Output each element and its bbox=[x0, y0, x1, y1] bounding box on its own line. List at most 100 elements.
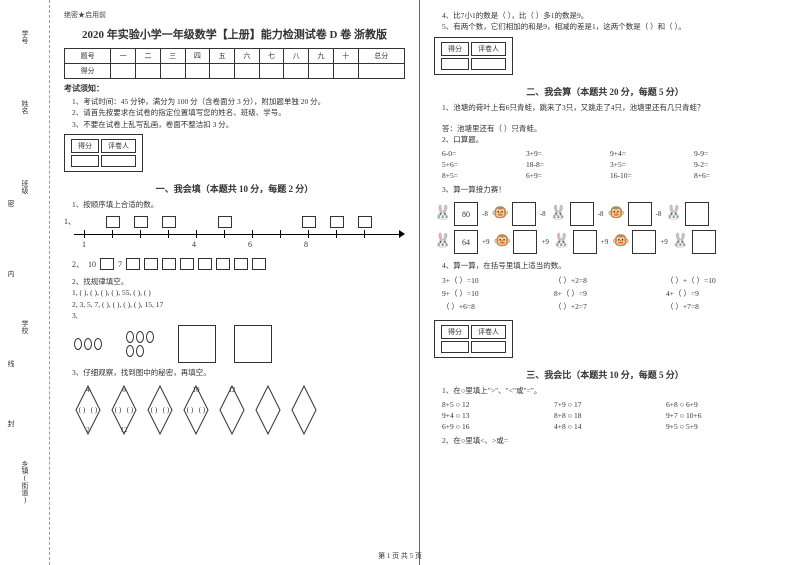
svg-text:( ): ( ) bbox=[79, 406, 86, 414]
svg-text:4: 4 bbox=[86, 386, 90, 394]
oval-group-2 bbox=[126, 331, 160, 357]
svg-text:2: 2 bbox=[86, 426, 90, 434]
notice-title: 考试须知： bbox=[64, 83, 405, 94]
seq-box[interactable] bbox=[126, 258, 140, 270]
seq-box[interactable] bbox=[252, 258, 266, 270]
nl-box[interactable] bbox=[134, 216, 148, 228]
chain-box[interactable] bbox=[632, 230, 656, 254]
nl-box[interactable] bbox=[218, 216, 232, 228]
chain-box[interactable] bbox=[512, 202, 536, 226]
nl-arrow-icon bbox=[399, 230, 405, 238]
row2-lead: 2、 bbox=[72, 259, 84, 270]
right-column: 4、比7小1的数是（ ），比（ ）多1的数是9。 5、有两个数，它们相加的和是9… bbox=[420, 0, 790, 565]
s2-q3: 3、算一算接力赛！ bbox=[442, 184, 776, 195]
svg-text:10: 10 bbox=[193, 386, 201, 394]
seq-box[interactable] bbox=[100, 258, 114, 270]
nl-label-8: 8 bbox=[304, 240, 308, 249]
oval-pattern bbox=[74, 325, 395, 363]
nl-box[interactable] bbox=[302, 216, 316, 228]
score-box-1: 得分评卷人 bbox=[64, 134, 143, 172]
pattern-answer-box[interactable] bbox=[178, 325, 216, 363]
paper-title: 2020 年实验小学一年级数学【上册】能力检测试卷 D 卷 浙教版 bbox=[64, 26, 405, 42]
chain-start-2: 64 bbox=[454, 230, 478, 254]
seq-box[interactable] bbox=[234, 258, 248, 270]
pattern-answer-box[interactable] bbox=[234, 325, 272, 363]
section-2-title: 二、我会算（本题共 20 分，每题 5 分） bbox=[434, 85, 776, 98]
oval-group-1 bbox=[74, 338, 108, 350]
s1-q2b: 2, 3, 5, 7, ( ), ( ), ( ), ( ), 15, 17 bbox=[72, 299, 405, 310]
seq-box[interactable] bbox=[162, 258, 176, 270]
nl-lead: 1、 bbox=[64, 216, 76, 227]
nl-box[interactable] bbox=[162, 216, 176, 228]
monkey-icon bbox=[608, 205, 626, 223]
chain-box[interactable] bbox=[573, 230, 597, 254]
seq-box[interactable] bbox=[198, 258, 212, 270]
nl-label-6: 6 bbox=[248, 240, 252, 249]
chain-box[interactable] bbox=[692, 230, 716, 254]
nl-line bbox=[74, 234, 399, 235]
svg-text:( ): ( ) bbox=[127, 406, 134, 414]
monkey-icon bbox=[612, 233, 630, 251]
seq-box[interactable] bbox=[216, 258, 230, 270]
bunny-icon bbox=[672, 233, 690, 251]
sequence-row-2: 2、 10 7 bbox=[72, 258, 405, 270]
nl-label-4: 4 bbox=[192, 240, 196, 249]
nl-box[interactable] bbox=[106, 216, 120, 228]
s2-q2: 2、口算题。 bbox=[442, 134, 776, 145]
notice-2: 2、请首先按要求在试卷的指定位置填写您的姓名、班级、学号。 bbox=[72, 107, 405, 118]
score-box-3: 得分评卷人 bbox=[434, 320, 513, 358]
notice-3: 3、不要在试卷上乱写乱画，卷面不整洁扣 3 分。 bbox=[72, 119, 405, 130]
chain-box[interactable] bbox=[570, 202, 594, 226]
page-root: 学号 姓名 班级 学校 乡镇(街道) 内 线 封 密 绝密★启用前 2020 年… bbox=[0, 0, 800, 565]
s1-q2: 2、找规律填空。 bbox=[72, 276, 405, 287]
margin-feng: 封 bbox=[6, 420, 16, 427]
left-column: 绝密★启用前 2020 年实验小学一年级数学【上册】能力检测试卷 D 卷 浙教版… bbox=[50, 0, 420, 565]
compare-grid: 8+5 ○ 127+9 ○ 176+8 ○ 6+9 9+4 ○ 138+8 ○ … bbox=[442, 400, 768, 431]
s3-q2: 2、在○里填<、>或= bbox=[442, 435, 776, 446]
s1-q1: 1、按顺序填上合适的数。 bbox=[72, 199, 405, 210]
svg-text:12: 12 bbox=[229, 386, 237, 394]
score-row: 得分 bbox=[65, 64, 405, 79]
monkey-icon bbox=[492, 205, 510, 223]
binding-margin: 学号 姓名 班级 学校 乡镇(街道) 内 线 封 密 bbox=[0, 0, 50, 565]
margin-xuexiao: 学校 bbox=[20, 320, 30, 334]
row2-start: 10 bbox=[88, 260, 96, 269]
section-3-title: 三、我会比（本题共 10 分，每题 5 分） bbox=[434, 368, 776, 381]
nl-box[interactable] bbox=[358, 216, 372, 228]
chain-box[interactable] bbox=[685, 202, 709, 226]
svg-text:( ): ( ) bbox=[199, 406, 206, 414]
bunny-icon bbox=[550, 205, 568, 223]
q4-grid: 3+（ ）=10（ ）+2=8（ ）+（ ）=10 9+（ ）=108+（ ）=… bbox=[442, 275, 768, 312]
margin-xiang: 乡镇(街道) bbox=[20, 460, 30, 504]
s2-q4: 4、算一算，在括号里填上适当的数。 bbox=[442, 260, 776, 271]
margin-banji: 班级 bbox=[20, 180, 30, 194]
nl-box[interactable] bbox=[330, 216, 344, 228]
seq-box[interactable] bbox=[144, 258, 158, 270]
nl-label-1: 1 bbox=[82, 240, 86, 249]
bunny-icon bbox=[665, 205, 683, 223]
bunny-icon bbox=[553, 233, 571, 251]
chain-box[interactable] bbox=[628, 202, 652, 226]
svg-text:( ): ( ) bbox=[115, 406, 122, 414]
header-row: 题号一二三四五六七八九十总分 bbox=[65, 49, 405, 64]
bunny-icon bbox=[434, 233, 452, 251]
s1-q3: 3、仔细观察，找到图中的秘密，再填空。 bbox=[72, 367, 405, 378]
s2-q1: 1、池塘的荷叶上有6只青蛙，跳来了3只，又跳走了4只，池塘里还有几只青蛙？ bbox=[442, 102, 776, 113]
svg-text:12: 12 bbox=[121, 426, 129, 434]
r-q5: 5、有两个数，它们相加的和是9，相减的差是1，这两个数是（ ）和（ ）。 bbox=[442, 21, 776, 32]
section-1-title: 一、我会填（本题共 10 分，每题 2 分） bbox=[64, 182, 405, 195]
secret-label: 绝密★启用前 bbox=[64, 10, 405, 20]
r-q4: 4、比7小1的数是（ ），比（ ）多1的数是9。 bbox=[442, 10, 776, 21]
bunny-icon bbox=[434, 205, 452, 223]
monkey-icon bbox=[493, 233, 511, 251]
s3-q1: 1、在○里填上">"、"<"或"="。 bbox=[442, 385, 776, 396]
chain-box[interactable] bbox=[513, 230, 537, 254]
page-footer: 第 1 页 共 5 页 bbox=[0, 551, 800, 561]
diamond-svg: 461012 ( )( ) ( )( ) ( )( ) ( )( ) 212 bbox=[68, 382, 388, 438]
calc-grid: 6-0=3+9=9+4=9-9= 5+6=18-8=3+5=9-2= 8+5=6… bbox=[442, 149, 768, 180]
number-line-1: 1、 1 4 6 8 bbox=[64, 216, 405, 256]
s1-q2c: 3, bbox=[72, 310, 405, 321]
svg-text:( ): ( ) bbox=[163, 406, 170, 414]
seq-box[interactable] bbox=[180, 258, 194, 270]
relay-chain-1: 80 -8 -8 -8 -8 64 +9 +9 +9 +9 bbox=[434, 202, 776, 254]
